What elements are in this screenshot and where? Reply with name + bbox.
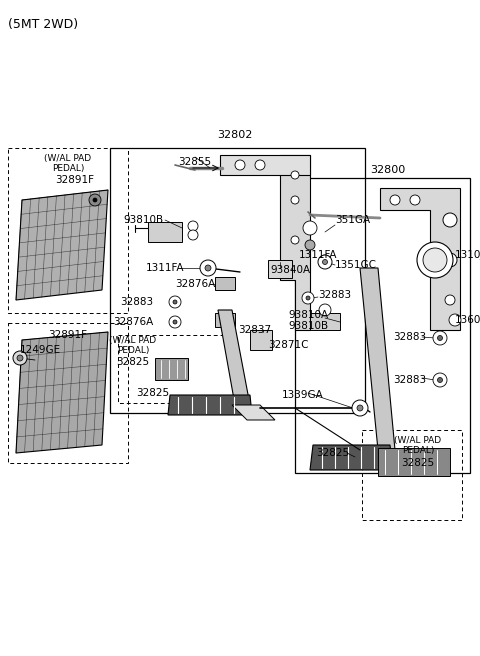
Circle shape	[173, 320, 177, 324]
Text: 93810B: 93810B	[123, 215, 163, 225]
Circle shape	[235, 160, 245, 170]
Circle shape	[306, 296, 310, 300]
Circle shape	[89, 194, 101, 206]
Text: 32837: 32837	[239, 325, 272, 335]
Bar	[110, 148, 365, 413]
Circle shape	[205, 265, 211, 271]
Circle shape	[443, 253, 457, 267]
Text: PEDAL): PEDAL)	[402, 445, 434, 455]
Polygon shape	[215, 313, 235, 327]
Polygon shape	[310, 445, 393, 470]
Bar	[8, 148, 128, 313]
Bar	[362, 430, 462, 520]
Text: (W/AL PAD: (W/AL PAD	[395, 436, 442, 445]
Polygon shape	[232, 405, 275, 420]
Polygon shape	[16, 332, 108, 453]
Polygon shape	[268, 260, 292, 278]
Circle shape	[410, 195, 420, 205]
Polygon shape	[16, 190, 108, 300]
Polygon shape	[250, 330, 272, 350]
Circle shape	[443, 213, 457, 227]
Text: 32883: 32883	[394, 332, 427, 342]
Text: (W/AL PAD: (W/AL PAD	[109, 335, 156, 344]
Circle shape	[188, 221, 198, 231]
Text: 32855: 32855	[179, 157, 212, 167]
Polygon shape	[220, 155, 310, 175]
Text: 32802: 32802	[217, 130, 252, 140]
Text: 32883: 32883	[120, 297, 153, 307]
Bar	[118, 335, 233, 403]
Polygon shape	[360, 268, 395, 450]
Circle shape	[302, 292, 314, 304]
Polygon shape	[280, 155, 310, 330]
Text: 93840A: 93840A	[270, 265, 310, 275]
Text: 32825: 32825	[136, 388, 169, 398]
Circle shape	[437, 377, 443, 382]
Circle shape	[417, 242, 453, 278]
Circle shape	[318, 255, 332, 269]
Circle shape	[13, 351, 27, 365]
Text: 1311FA: 1311FA	[299, 250, 337, 260]
Circle shape	[93, 198, 97, 202]
Text: 32876A: 32876A	[113, 317, 153, 327]
Text: 32883: 32883	[394, 375, 427, 385]
Polygon shape	[215, 277, 235, 290]
Bar	[295, 178, 470, 473]
Circle shape	[423, 248, 447, 272]
Circle shape	[291, 171, 299, 179]
Text: 32825: 32825	[117, 357, 150, 367]
Circle shape	[320, 255, 330, 265]
Circle shape	[200, 260, 216, 276]
Text: 1360GH: 1360GH	[455, 315, 480, 325]
Polygon shape	[378, 448, 450, 476]
Text: 1351GC: 1351GC	[335, 260, 377, 270]
Polygon shape	[380, 188, 460, 330]
Circle shape	[173, 300, 177, 304]
Circle shape	[169, 316, 181, 328]
Circle shape	[255, 160, 265, 170]
Polygon shape	[218, 310, 250, 405]
Circle shape	[169, 296, 181, 308]
Text: 93810A: 93810A	[288, 310, 328, 320]
Polygon shape	[310, 313, 340, 330]
Circle shape	[352, 400, 368, 416]
Polygon shape	[148, 222, 182, 242]
Text: PEDAL): PEDAL)	[117, 346, 149, 354]
Circle shape	[305, 240, 315, 250]
Circle shape	[390, 195, 400, 205]
Circle shape	[291, 236, 299, 244]
Circle shape	[323, 260, 327, 264]
Circle shape	[319, 304, 331, 316]
Circle shape	[449, 314, 461, 326]
Text: 32891F: 32891F	[48, 330, 87, 340]
Text: 1339GA: 1339GA	[282, 390, 324, 400]
Bar	[8, 323, 128, 463]
Circle shape	[17, 355, 23, 361]
Text: 351GA: 351GA	[335, 215, 370, 225]
Text: PEDAL): PEDAL)	[52, 163, 84, 173]
Text: 32891F: 32891F	[55, 175, 94, 185]
Circle shape	[188, 230, 198, 240]
Polygon shape	[168, 395, 252, 415]
Text: (5MT 2WD): (5MT 2WD)	[8, 18, 78, 31]
Circle shape	[433, 373, 447, 387]
Text: 32825: 32825	[316, 448, 349, 458]
Text: 32883: 32883	[318, 290, 351, 300]
Text: 93810B: 93810B	[288, 321, 328, 331]
Text: 1311FA: 1311FA	[146, 263, 184, 273]
Text: 32876A: 32876A	[175, 279, 215, 289]
Circle shape	[437, 335, 443, 340]
Text: 32800: 32800	[371, 165, 406, 175]
Circle shape	[357, 405, 363, 411]
Text: 32871C: 32871C	[268, 340, 308, 350]
Polygon shape	[155, 358, 188, 380]
Text: 32825: 32825	[401, 458, 434, 468]
Circle shape	[445, 295, 455, 305]
Circle shape	[433, 331, 447, 345]
Text: 1249GE: 1249GE	[20, 345, 61, 355]
Text: 1310JA: 1310JA	[455, 250, 480, 260]
Circle shape	[291, 196, 299, 204]
Text: (W/AL PAD: (W/AL PAD	[45, 154, 92, 163]
Circle shape	[303, 221, 317, 235]
